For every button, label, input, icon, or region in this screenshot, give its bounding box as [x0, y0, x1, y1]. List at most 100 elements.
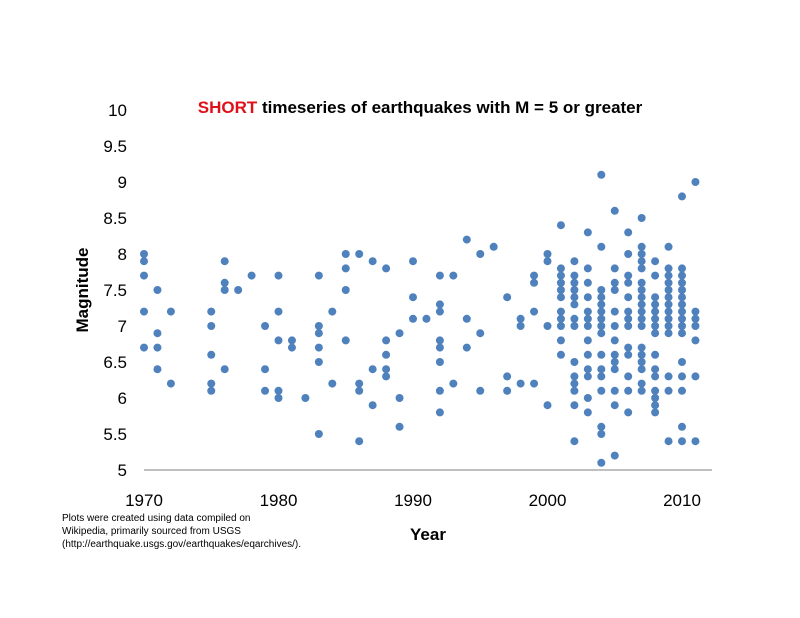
data-point [583, 278, 592, 287]
data-point [543, 322, 552, 330]
data-point [597, 314, 606, 323]
data-point [637, 314, 646, 323]
data-point [435, 300, 444, 309]
data-point [651, 372, 660, 381]
y-axis-label: Magnitude [73, 248, 92, 333]
data-point [570, 300, 579, 309]
y-tick-label: 6 [118, 389, 127, 408]
data-point [476, 386, 485, 395]
data-point [678, 372, 686, 381]
data-point [678, 422, 686, 431]
data-point [651, 300, 660, 309]
data-point [530, 278, 539, 287]
y-tick-label: 9 [118, 173, 127, 192]
x-tick-label: 1990 [394, 491, 432, 510]
data-point [503, 386, 512, 395]
data-point [583, 307, 592, 316]
data-point [314, 271, 323, 280]
data-point [583, 394, 592, 402]
data-point [624, 386, 633, 395]
data-point [678, 278, 686, 287]
data-point [530, 307, 539, 316]
data-point [355, 386, 364, 395]
data-point [624, 314, 633, 323]
data-point [556, 314, 565, 323]
data-point [207, 322, 216, 330]
data-point [583, 372, 592, 381]
data-point [301, 394, 310, 402]
data-point [597, 386, 606, 395]
data-point [583, 314, 592, 323]
data-point [597, 170, 606, 179]
data-point [570, 386, 579, 395]
data-point [610, 336, 619, 345]
data-point [664, 307, 673, 316]
data-point [556, 286, 565, 294]
data-point [449, 379, 458, 388]
data-point [610, 264, 619, 273]
data-point [610, 451, 619, 460]
data-point [382, 264, 391, 273]
data-point [664, 372, 673, 381]
data-point [395, 329, 404, 338]
data-point [637, 214, 646, 222]
data-point [624, 228, 633, 237]
data-points [140, 170, 700, 467]
data-point [624, 372, 633, 381]
data-point [624, 250, 633, 258]
data-point [261, 322, 270, 330]
data-point [476, 250, 485, 258]
data-point [678, 386, 686, 395]
data-point [637, 278, 646, 287]
data-point [220, 365, 229, 374]
data-point [664, 386, 673, 395]
data-point [382, 372, 391, 381]
y-tick-label: 5.5 [103, 425, 127, 444]
data-point [651, 314, 660, 323]
data-point [503, 372, 512, 381]
data-point [583, 228, 592, 237]
data-point [637, 365, 646, 374]
data-point [274, 271, 283, 280]
data-point [637, 242, 646, 251]
data-point [637, 286, 646, 294]
data-point [462, 343, 471, 352]
data-point [341, 264, 350, 273]
data-point [328, 379, 337, 388]
data-point [530, 271, 539, 280]
data-point [691, 178, 700, 186]
data-point [570, 286, 579, 294]
data-point [678, 300, 686, 309]
data-point [409, 257, 417, 266]
data-point [678, 322, 686, 330]
data-point [220, 278, 229, 287]
data-point [664, 293, 673, 302]
data-point [570, 372, 579, 381]
source-note-line-1: Plots were created using data compiled o… [62, 513, 251, 524]
data-point [341, 286, 350, 294]
data-point [570, 358, 579, 366]
data-point [637, 350, 646, 359]
data-point [368, 401, 377, 410]
data-point [274, 336, 283, 345]
data-point [583, 408, 592, 417]
data-point [314, 322, 323, 330]
data-point [637, 264, 646, 273]
data-point [503, 293, 512, 302]
data-point [651, 307, 660, 316]
data-point [624, 278, 633, 287]
data-point [355, 250, 364, 258]
data-point [382, 365, 391, 374]
chart-title: SHORT timeseries of earthquakes with M =… [198, 98, 643, 117]
data-point [140, 257, 148, 266]
data-point [637, 307, 646, 316]
data-point [382, 336, 391, 345]
data-point [583, 264, 592, 273]
data-point [261, 386, 270, 395]
data-point [462, 314, 471, 323]
data-point [207, 350, 216, 359]
data-point [435, 336, 444, 345]
data-point [651, 408, 660, 417]
data-point [624, 343, 633, 352]
data-point [678, 307, 686, 316]
